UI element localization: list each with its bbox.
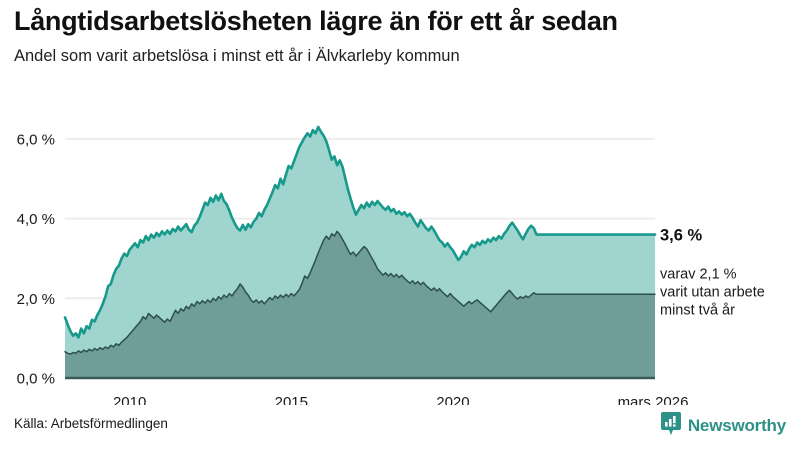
y-tick-label: 2,0 % bbox=[17, 291, 55, 308]
subset-annotation-line3: minst två år bbox=[660, 302, 735, 318]
area-chart: 0,0 % 2,0 % 4,0 % 6,0 % 2010 2015 2020 mars 20… bbox=[17, 125, 765, 405]
y-axis-tick-labels: 0,0 % 2,0 % 4,0 % 6,0 % bbox=[17, 131, 55, 387]
y-tick-label: 4,0 % bbox=[17, 211, 55, 228]
x-axis-tick-labels: 2010 2015 2020 mars 2026 bbox=[113, 394, 688, 405]
source-label: Källa: Arbetsförmedlingen bbox=[14, 416, 168, 431]
x-tick-label: 2020 bbox=[436, 394, 469, 405]
series-line-0 bbox=[63, 125, 657, 339]
series-line-1 bbox=[64, 230, 656, 355]
x-tick-label: mars 2026 bbox=[618, 394, 689, 405]
subset-annotation-line1: varav 2,1 % bbox=[660, 266, 737, 282]
chart-annotations: 3,6 % varav 2,1 % varit utan arbete mins… bbox=[660, 227, 765, 319]
chart-series-areas bbox=[63, 125, 657, 379]
x-tick-label: 2015 bbox=[275, 394, 308, 405]
chart-footer: Källa: Arbetsförmedlingen Newsworthy bbox=[14, 412, 786, 438]
subset-annotation-line2: varit utan arbete bbox=[660, 284, 765, 300]
series-area-1 bbox=[65, 231, 655, 378]
latest-value-annotation: 3,6 % bbox=[660, 227, 703, 245]
chart-header: Långtidsarbetslösheten lägre än för ett … bbox=[14, 6, 786, 67]
chart-container: 0,0 % 2,0 % 4,0 % 6,0 % 2010 2015 2020 mars 20… bbox=[0, 95, 800, 405]
x-tick-label: 2010 bbox=[113, 394, 146, 405]
chart-subtitle: Andel som varit arbetslösa i minst ett å… bbox=[14, 47, 460, 66]
y-tick-label: 0,0 % bbox=[17, 371, 55, 388]
brand-name: Newsworthy bbox=[687, 416, 786, 435]
y-tick-label: 6,0 % bbox=[17, 131, 55, 148]
page-title: Långtidsarbetslösheten lägre än för ett … bbox=[14, 6, 618, 36]
brand-logo: Newsworthy bbox=[660, 412, 786, 440]
bar-chart-icon bbox=[660, 412, 681, 440]
